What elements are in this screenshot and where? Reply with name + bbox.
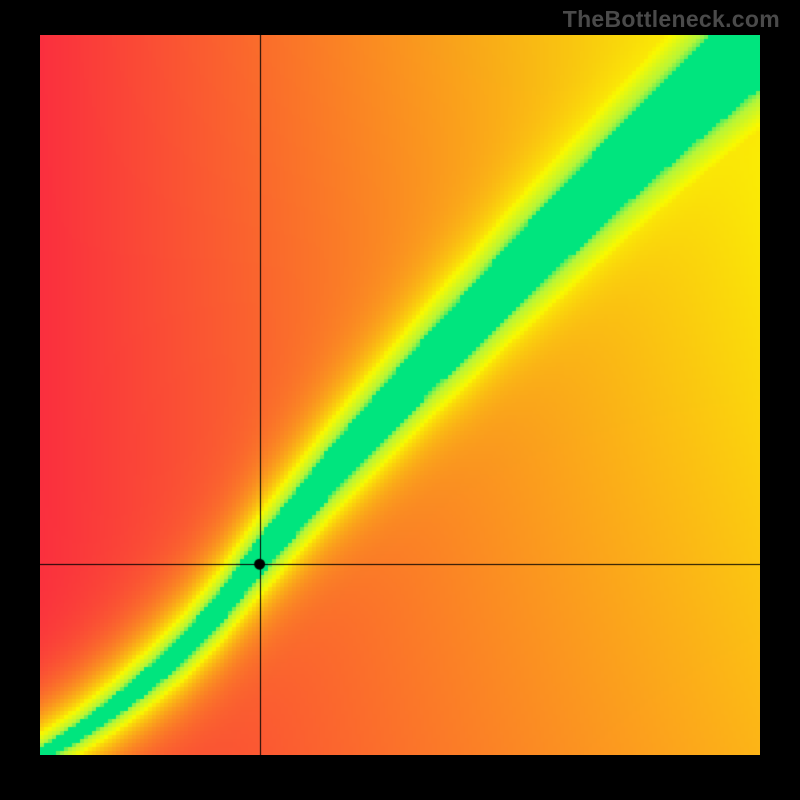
heatmap-plot <box>40 35 760 755</box>
watermark-text: TheBottleneck.com <box>563 6 780 33</box>
heatmap-canvas <box>40 35 760 755</box>
chart-container: TheBottleneck.com <box>0 0 800 800</box>
